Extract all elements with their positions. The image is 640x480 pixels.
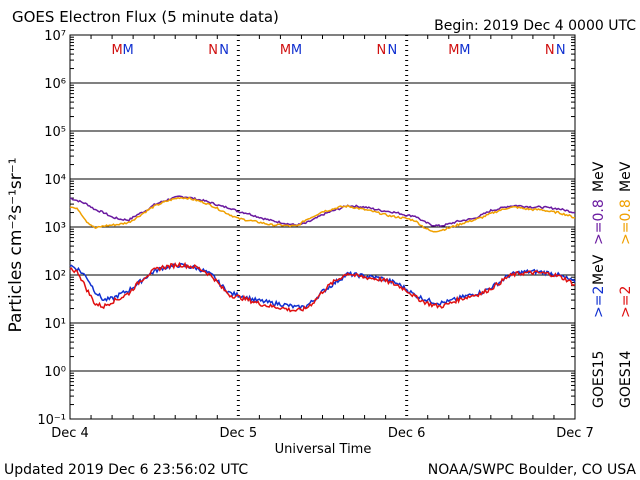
updated-time: Updated 2019 Dec 6 23:56:02 UTC (4, 462, 248, 478)
series-line-1 (69, 196, 576, 233)
series-line-2 (69, 262, 576, 311)
y-tick-label: 10⁷ (44, 29, 66, 44)
legend-mev-08: MeV (591, 161, 607, 192)
chart-title: GOES Electron Flux (5 minute data) (12, 8, 279, 26)
legend-mev-2: MeV (591, 254, 607, 285)
legend-mev-08b: MeV (618, 161, 634, 192)
x-axis-label: Universal Time (275, 442, 372, 457)
series-line-3 (69, 261, 576, 313)
plot-grid (70, 36, 575, 406)
marker-n: N (556, 43, 566, 58)
x-tick-label: Dec 7 (556, 426, 594, 441)
marker-n: N (377, 43, 387, 58)
y-tick-label: 10¹ (44, 317, 66, 332)
y-tick-label: 10⁴ (44, 173, 66, 188)
y-tick-label: 10² (44, 269, 66, 284)
x-tick-label: Dec 6 (388, 426, 426, 441)
y-tick-labels: 10⁻¹ 10⁰ 10¹ 10² 10³ 10⁴ 10⁵ 10⁶ 10⁷ (37, 29, 66, 428)
marker-n: N (208, 43, 218, 58)
y-tick-label: 10³ (44, 221, 66, 236)
series-line-0 (69, 195, 575, 228)
legend-goes15: GOES15 (591, 351, 607, 408)
legend-goes14-2mev: >=2 (618, 286, 634, 318)
marker-m: M (123, 43, 134, 58)
y-axis-label: Particles cm⁻²s⁻¹sr⁻¹ (6, 157, 26, 332)
day-separators (90, 35, 555, 419)
begin-time: Begin: 2019 Dec 4 0000 UTC (434, 18, 636, 34)
x-tick-label: Dec 4 (51, 426, 89, 441)
legend-goes15-08mev: >=0.8 (591, 199, 607, 245)
marker-n: N (219, 43, 229, 58)
marker-m: M (112, 43, 123, 58)
y-tick-label: 10⁻¹ (37, 413, 66, 428)
marker-n: N (545, 43, 555, 58)
legend-goes15-2mev: >=2 (591, 286, 607, 318)
x-tick-labels: Dec 4 Dec 5 Dec 6 Dec 7 (51, 426, 594, 441)
marker-n: N (388, 43, 398, 58)
y-tick-label: 10⁶ (44, 77, 66, 92)
marker-m: M (280, 43, 291, 58)
y-tick-label: 10⁰ (44, 365, 66, 380)
y-tick-label: 10⁵ (44, 125, 66, 140)
data-series (69, 195, 576, 313)
marker-m: M (459, 43, 470, 58)
marker-m: M (291, 43, 302, 58)
marker-m: M (448, 43, 459, 58)
legend: GOES15 GOES14 >=2 >=2 MeV >=0.8 >=0.8 Me… (591, 161, 634, 408)
x-tick-label: Dec 5 (220, 426, 258, 441)
legend-goes14-08mev: >=0.8 (618, 199, 634, 245)
legend-goes14: GOES14 (618, 350, 634, 408)
credit: NOAA/SWPC Boulder, CO USA (428, 462, 637, 478)
